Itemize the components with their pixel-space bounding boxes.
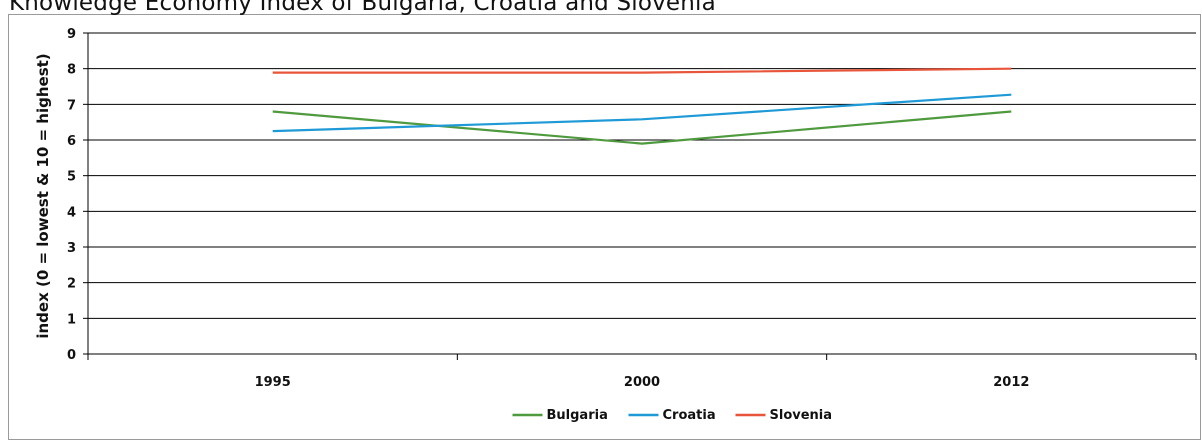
y-tick-label: 7 [67,98,76,113]
axes [83,32,1197,360]
legend: Bulgaria Croatia Slovenia [512,408,833,423]
y-tick-label: 9 [67,27,76,42]
chart-title: Knowledge Economy Index of Bulgaria, Cro… [9,0,716,16]
y-tick-label: 2 [67,277,76,292]
gridlines [88,32,1196,319]
y-tick-label: 6 [67,134,76,149]
y-tick-label: 1 [67,312,76,327]
y-tick-label: 3 [67,241,76,256]
y-tick-label: 4 [67,205,76,220]
series-line-croatia [272,93,1012,133]
series-lines [272,67,1012,145]
legend-label-slovenia: Slovenia [770,408,833,423]
y-tick-label: 8 [67,63,76,78]
x-tick-label: 2000 [624,375,660,390]
x-tick-label: 2012 [993,375,1029,390]
y-axis-label: index (0 = lowest & 10 = highest) [34,53,52,338]
y-tick-labels: 0 1 2 3 4 5 6 7 8 9 [67,27,76,363]
y-tick-label: 5 [67,170,76,185]
legend-label-bulgaria: Bulgaria [547,408,608,423]
series-line-bulgaria [272,110,1012,145]
y-tick-label: 0 [67,348,76,363]
x-tick-labels: 1995 2000 2012 [255,375,1030,390]
legend-label-croatia: Croatia [663,408,716,423]
series-line-slovenia [272,67,1012,74]
x-tick-label: 1995 [255,375,291,390]
chart-frame [8,14,1201,440]
